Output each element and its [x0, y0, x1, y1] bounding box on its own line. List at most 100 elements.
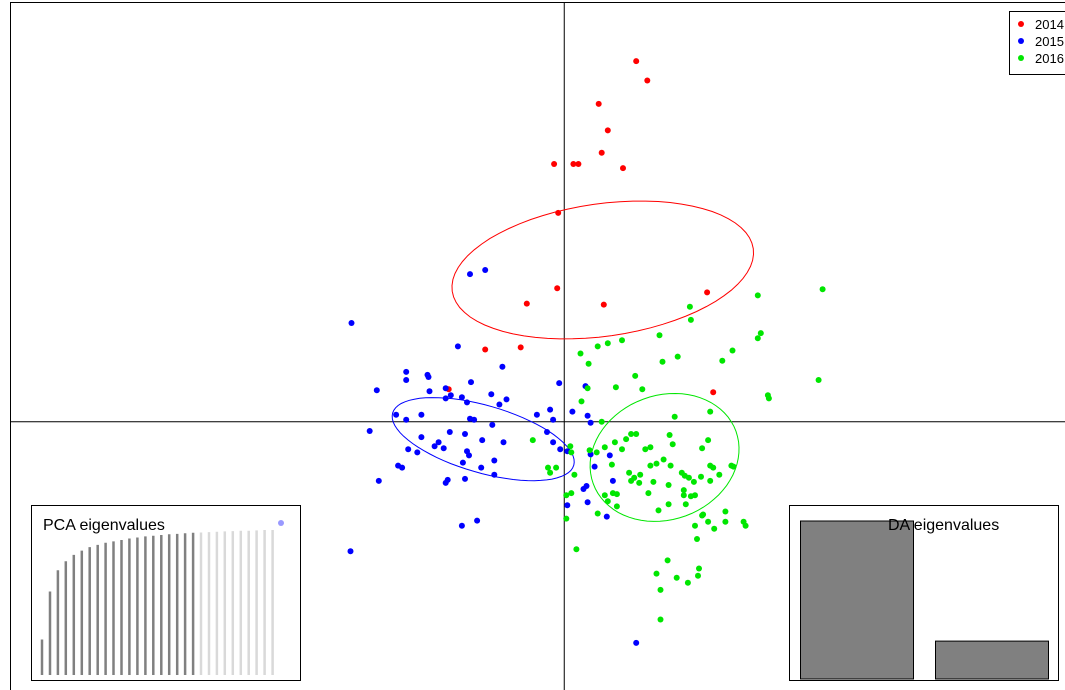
da-eigenvalue-bar — [935, 640, 1049, 680]
point-2016 — [682, 501, 689, 508]
point-2015 — [458, 394, 465, 401]
point-2016 — [742, 522, 749, 529]
point-2016 — [623, 436, 630, 443]
point-2015 — [462, 475, 468, 482]
point-2015 — [414, 449, 421, 456]
point-2015 — [426, 388, 433, 395]
point-2016 — [705, 518, 712, 525]
point-2016 — [650, 478, 657, 485]
point-2015 — [462, 431, 468, 437]
ellipse-2015 — [391, 397, 575, 482]
point-2015 — [447, 392, 454, 399]
point-2016 — [664, 557, 671, 564]
point-2016 — [613, 491, 620, 498]
point-2015 — [478, 464, 485, 471]
point-2015 — [491, 457, 498, 464]
legend-box — [1009, 11, 1065, 75]
point-2016 — [637, 471, 644, 478]
point-2016 — [698, 473, 704, 480]
point-2016 — [604, 340, 611, 347]
point-2016 — [680, 492, 687, 499]
point-2016 — [567, 443, 574, 450]
point-2016 — [711, 525, 718, 532]
point-2015 — [569, 408, 576, 415]
group-ellipses — [391, 200, 755, 522]
plot-frame — [10, 2, 1065, 690]
point-2015 — [425, 374, 432, 380]
point-2015 — [533, 411, 540, 418]
point-2016 — [563, 492, 570, 499]
point-2016 — [647, 444, 654, 451]
point-2015 — [458, 522, 465, 529]
point-2015 — [474, 517, 481, 524]
point-2015 — [556, 380, 563, 387]
point-2016 — [653, 460, 660, 467]
point-2015 — [547, 406, 554, 413]
point-2015 — [482, 267, 489, 273]
point-2016 — [699, 445, 706, 452]
point-2016 — [671, 413, 678, 420]
point-2016 — [729, 347, 736, 354]
point-2016 — [690, 478, 697, 485]
point-2016 — [687, 316, 694, 323]
point-2016 — [754, 335, 761, 342]
point-2015 — [499, 363, 506, 370]
point-2016 — [647, 462, 654, 469]
ellipse-2014 — [451, 200, 755, 340]
point-2016 — [669, 441, 676, 448]
legend-label-2014: 2014 — [1035, 17, 1064, 32]
point-2016 — [633, 431, 640, 437]
point-2016 — [659, 358, 666, 365]
point-2015 — [403, 416, 410, 423]
point-2015 — [584, 499, 591, 506]
point-2016 — [656, 332, 663, 339]
point-2015 — [503, 396, 510, 403]
point-2016 — [695, 572, 701, 579]
point-2016 — [728, 462, 735, 469]
point-2015 — [603, 513, 610, 520]
point-2016 — [684, 579, 691, 586]
point-2015 — [418, 411, 425, 418]
point-2016 — [568, 490, 575, 497]
pca-inset-title: PCA eigenvalues — [43, 517, 165, 534]
point-2016 — [545, 464, 551, 471]
point-2015 — [403, 377, 410, 383]
point-2015 — [468, 379, 474, 386]
point-2015 — [435, 439, 442, 446]
point-2015 — [464, 399, 470, 406]
point-2016 — [815, 377, 822, 383]
point-2014 — [633, 58, 640, 65]
point-2016 — [757, 330, 764, 337]
point-2015 — [471, 416, 478, 423]
point-2015 — [583, 483, 590, 489]
point-2014 — [604, 127, 611, 134]
origin-axes — [10, 2, 1065, 690]
point-2014 — [555, 209, 562, 216]
point-2015 — [373, 387, 380, 394]
point-2016 — [598, 418, 605, 425]
point-2016 — [563, 515, 570, 522]
point-2016 — [577, 350, 584, 357]
point-2014 — [482, 346, 489, 353]
point-2015 — [459, 459, 466, 466]
point-2016 — [619, 337, 625, 344]
point-2014 — [523, 300, 530, 307]
pca-eigenvalues-inset: PCA eigenvalues — [31, 505, 301, 681]
point-2016 — [673, 574, 680, 581]
point-2015 — [544, 429, 550, 435]
point-2015 — [564, 502, 571, 509]
point-2016 — [765, 395, 772, 402]
point-2016 — [585, 360, 592, 367]
point-2015 — [491, 471, 498, 478]
point-2016 — [645, 490, 652, 497]
point-2016 — [619, 446, 625, 453]
point-2016 — [716, 471, 723, 478]
point-2016 — [547, 469, 554, 476]
point-2015 — [557, 446, 564, 453]
point-2015 — [440, 445, 447, 452]
point-2016 — [636, 479, 643, 486]
point-2016 — [705, 437, 712, 444]
point-2015 — [609, 477, 616, 484]
point-2016 — [655, 507, 662, 514]
